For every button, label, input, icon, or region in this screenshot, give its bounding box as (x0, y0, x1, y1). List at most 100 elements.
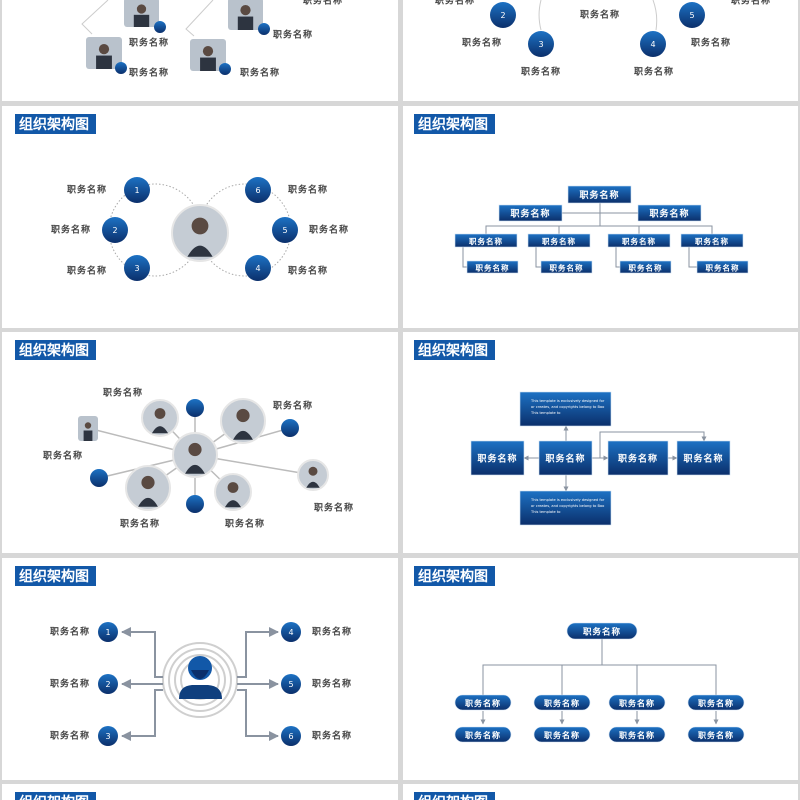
number-node (98, 674, 118, 694)
connector-line (81, 0, 109, 35)
job-title-box (619, 260, 672, 274)
template-note-text: This template is exclusively designed fo… (530, 498, 605, 502)
slide-title: 组织架构图 (418, 568, 488, 585)
job-title-box-text: 职务名称 (618, 453, 658, 465)
job-title-label: 职务名称 (50, 678, 90, 690)
person-icon-beard (191, 670, 209, 679)
slide-title: 组织架构图 (19, 342, 89, 359)
slide-title-box (15, 114, 96, 134)
job-title-box (533, 694, 591, 711)
person-photo-body (185, 464, 205, 474)
slide-title: 组织架构图 (19, 794, 89, 800)
slide-title: 组织架构图 (19, 568, 89, 585)
number-node (245, 177, 271, 203)
slide-title: 组织架构图 (418, 794, 488, 800)
job-title-label: 职务名称 (51, 224, 91, 236)
job-title-label: 职务名称 (435, 0, 475, 7)
node-number: 5 (282, 226, 287, 235)
connector-line (237, 689, 279, 741)
job-title-box (637, 204, 702, 222)
connector-line (599, 431, 707, 458)
job-title-box (466, 260, 519, 274)
job-title-box-text: 职务名称 (698, 730, 734, 740)
job-title-label: 职务名称 (240, 67, 280, 79)
job-title-box (567, 185, 632, 204)
job-title-box-text: 职务名称 (477, 453, 517, 465)
slide-panel (2, 784, 398, 800)
job-title-box-text: 职务名称 (476, 263, 510, 273)
connector-line (185, 0, 214, 37)
job-title-label: 职务名称 (314, 502, 354, 514)
job-title-label: 职务名称 (309, 224, 349, 236)
job-title-box (608, 726, 666, 743)
job-title-box (470, 440, 525, 476)
node-number: 5 (288, 680, 293, 689)
number-node (245, 255, 271, 281)
person-photo-body (200, 57, 216, 71)
connector-line (462, 247, 467, 268)
arc-line (538, 0, 542, 31)
person-photo-body (133, 14, 150, 27)
node-number: 3 (134, 264, 139, 273)
job-title-box (680, 233, 744, 248)
node-number: 2 (500, 11, 505, 20)
node-number: 1 (105, 628, 110, 637)
node-number: 4 (288, 628, 293, 637)
job-title-label: 职务名称 (129, 37, 169, 49)
slide-title-box (414, 566, 495, 586)
job-title-label: 职务名称 (120, 518, 160, 530)
connector-line (237, 627, 279, 678)
node-number: 2 (105, 680, 110, 689)
person-photo-head (84, 422, 92, 429)
job-title-box-text: 职务名称 (545, 453, 585, 465)
person-photo-body (233, 430, 253, 440)
job-title-box (454, 233, 518, 248)
job-title-label: 职务名称 (50, 626, 90, 638)
connector-line (688, 247, 697, 268)
job-title-box (608, 694, 666, 711)
number-node (186, 399, 204, 417)
number-node (281, 674, 301, 694)
slide-panel (403, 784, 798, 800)
concentric-ring (174, 654, 226, 706)
job-title-box (540, 260, 593, 274)
node-number: 2 (112, 226, 117, 235)
node-number: 1 (134, 186, 139, 195)
slide-panel (403, 0, 798, 101)
job-title-label: 职务名称 (288, 265, 328, 277)
job-title-box (687, 726, 745, 743)
job-title-box (607, 233, 671, 248)
concentric-ring (168, 648, 232, 712)
template-note-text: or creates, and copyrights belong to Bao (531, 405, 604, 409)
node-number: 3 (538, 40, 543, 49)
person-photo-body (151, 426, 169, 434)
number-node (154, 21, 166, 33)
node-number: 4 (650, 40, 655, 49)
number-node (186, 495, 204, 513)
number-node (115, 62, 127, 74)
person-photo-head (98, 44, 110, 55)
job-title-box (696, 260, 749, 274)
person-photo-body (306, 481, 320, 488)
person-photo-head (308, 466, 318, 476)
job-title-box-text: 职务名称 (583, 627, 621, 638)
job-title-label: 职务名称 (103, 387, 143, 399)
arc-line (652, 0, 658, 31)
number-node (258, 23, 270, 35)
job-title-box-text: 职务名称 (695, 236, 729, 246)
job-title-box-text: 职务名称 (629, 263, 663, 273)
job-title-label: 职务名称 (312, 678, 352, 690)
job-title-label: 职务名称 (691, 37, 731, 49)
job-title-label: 职务名称 (43, 450, 83, 462)
template-note-box (519, 391, 612, 427)
number-node (679, 2, 705, 28)
job-title-label: 职务名称 (312, 626, 352, 638)
person-photo-head (154, 408, 166, 419)
slide-title-box (414, 792, 495, 800)
job-title-box-text: 职务名称 (683, 453, 723, 465)
job-title-label: 职务名称 (129, 67, 169, 79)
person-photo-head (191, 217, 209, 235)
job-title-box-text: 职务名称 (579, 189, 619, 201)
connector-line (121, 627, 163, 678)
